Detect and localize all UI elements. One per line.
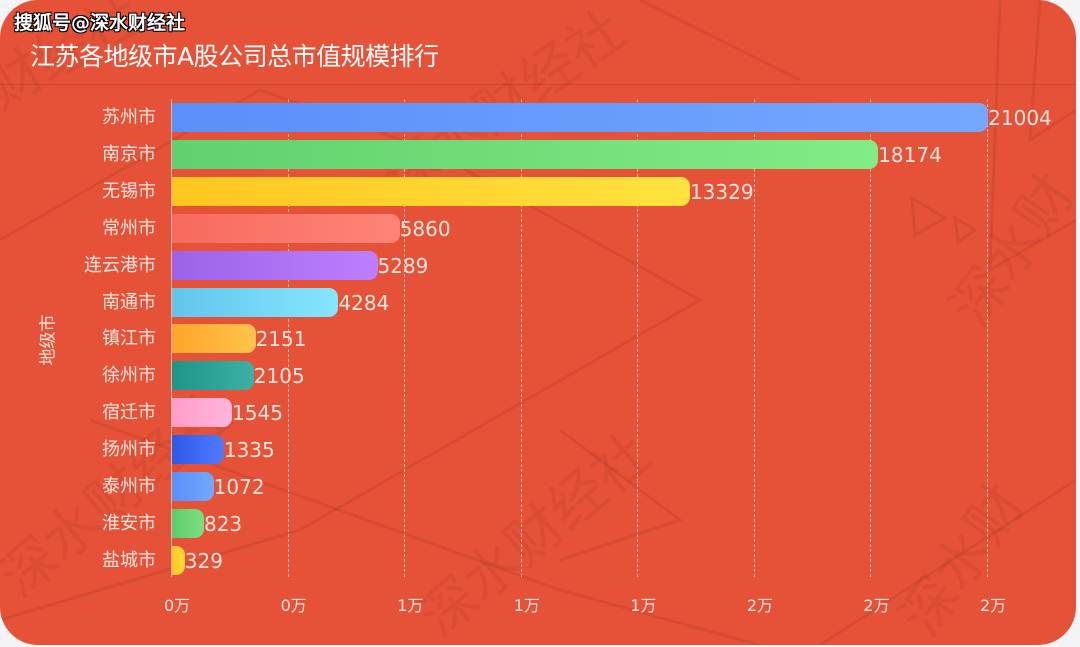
- bar[interactable]: [172, 324, 256, 354]
- category-label: 苏州市: [102, 107, 156, 128]
- value-label: 5860: [399, 216, 451, 241]
- gridline: [520, 99, 522, 577]
- gridline: [287, 99, 289, 577]
- category-label: 连云港市: [84, 254, 156, 276]
- value-label: 1072: [213, 475, 265, 499]
- category-label: 南京市: [102, 143, 156, 165]
- value-label: 2151: [255, 327, 307, 352]
- x-tick-label: 1万: [397, 596, 424, 615]
- x-tick-label: 1万: [513, 596, 540, 615]
- bar-row[interactable]: 南通市 4284: [0, 287, 1076, 318]
- bar-row[interactable]: 盐城市 329: [0, 545, 1076, 576]
- value-label: 2105: [253, 364, 305, 389]
- bar[interactable]: [172, 398, 233, 428]
- x-tick-label: 1万: [630, 596, 657, 615]
- value-label: 21004: [988, 106, 1052, 130]
- bar[interactable]: [172, 545, 185, 575]
- category-label: 淮安市: [102, 512, 156, 534]
- bar[interactable]: [172, 287, 339, 317]
- category-label: 南通市: [102, 291, 156, 313]
- bar-row[interactable]: 扬州市 1335: [0, 435, 1076, 465]
- category-label: 镇江市: [102, 328, 156, 350]
- bar[interactable]: [172, 250, 378, 280]
- value-label: 1545: [232, 401, 283, 426]
- bar[interactable]: [172, 435, 224, 465]
- gridline: [870, 99, 872, 577]
- category-label: 常州市: [102, 217, 156, 239]
- bar-row[interactable]: 镇江市 2151: [0, 324, 1076, 354]
- bar[interactable]: [172, 139, 879, 169]
- bar[interactable]: [172, 508, 204, 538]
- x-tick-label: 0万: [280, 596, 307, 615]
- value-label: 18174: [878, 142, 942, 167]
- value-label: 823: [203, 511, 243, 536]
- bar-row[interactable]: 淮安市 823: [0, 508, 1076, 539]
- bar-row[interactable]: 无锡市 13329: [0, 176, 1076, 207]
- value-label: 4284: [338, 290, 390, 315]
- bar-row[interactable]: 徐州市 2105: [0, 361, 1076, 391]
- bar-row[interactable]: 宿迁市 1545: [0, 398, 1076, 428]
- value-label: 13329: [689, 179, 754, 204]
- y-axis-line: [171, 99, 172, 577]
- category-label: 盐城市: [102, 549, 156, 571]
- x-tick-label: 2万: [863, 596, 890, 615]
- title-divider: [0, 84, 1076, 85]
- bar-row[interactable]: 泰州市 1072: [0, 472, 1076, 502]
- bar-row[interactable]: 常州市 5860: [0, 213, 1076, 244]
- value-label: 5289: [377, 253, 429, 278]
- gridline: [753, 99, 755, 577]
- bar[interactable]: [172, 361, 254, 391]
- chart-title: 江苏各地级市A股公司总市值规模排行: [30, 42, 439, 71]
- bar[interactable]: [172, 213, 400, 243]
- bar-row[interactable]: 苏州市 21004: [0, 103, 1076, 133]
- x-tick-label: 0万: [164, 596, 191, 615]
- category-label: 无锡市: [102, 180, 156, 202]
- bar-row[interactable]: 南京市 18174: [0, 139, 1076, 170]
- bar[interactable]: [172, 176, 690, 206]
- category-label: 扬州市: [102, 439, 156, 461]
- value-label: 329: [184, 548, 223, 573]
- bar[interactable]: [172, 472, 214, 501]
- bar-row[interactable]: 连云港市 5289: [0, 250, 1076, 281]
- value-label: 1335: [223, 438, 275, 463]
- category-label: 宿迁市: [102, 402, 156, 424]
- gridline: [637, 99, 639, 577]
- category-label: 泰州市: [102, 476, 156, 497]
- x-tick-label: 2万: [980, 596, 1007, 615]
- x-tick-label: 2万: [746, 596, 774, 615]
- gridline: [404, 99, 406, 577]
- gridline: [987, 99, 988, 577]
- bar[interactable]: [172, 103, 989, 132]
- watermark-source: 搜狐号@深水财经社: [14, 12, 186, 34]
- category-label: 徐州市: [102, 365, 156, 387]
